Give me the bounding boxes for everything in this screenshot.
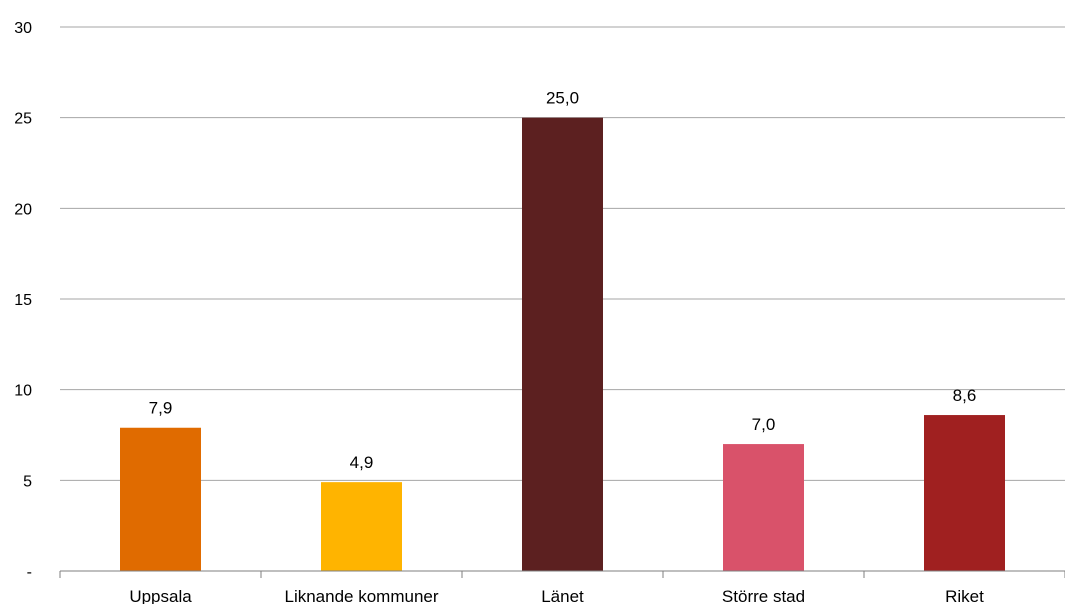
y-tick-label: 10 (14, 383, 32, 400)
bar (321, 482, 402, 571)
y-tick-label: 15 (14, 292, 32, 309)
data-label: 7,0 (752, 415, 776, 434)
x-tick-label: Länet (541, 587, 584, 604)
data-label: 7,9 (149, 399, 173, 418)
y-tick-label: 20 (14, 201, 32, 218)
data-labels: 7,9 4,9 25,0 7,0 8,6 (149, 89, 977, 472)
data-label: 8,6 (953, 386, 977, 405)
x-axis: Uppsala Liknande kommuner Länet Större stad… (59, 570, 1065, 606)
y-axis-ticks: - 5 10 15 20 25 30 (14, 20, 32, 581)
bar (924, 415, 1005, 571)
y-tick-label: 25 (14, 111, 32, 128)
x-tick-label: Riket (945, 587, 984, 604)
x-tick-label: Liknande kommuner (284, 587, 438, 604)
bar (723, 444, 804, 571)
x-tick-label: Större stad (722, 587, 805, 604)
y-tick-label: 30 (14, 20, 32, 37)
bar (120, 427, 201, 571)
data-label: 4,9 (350, 453, 374, 472)
bars (120, 117, 1005, 572)
data-label: 25,0 (546, 89, 579, 108)
y-tick-label: - (27, 564, 32, 581)
bar (522, 117, 603, 572)
x-tick-label: Uppsala (129, 587, 192, 604)
y-tick-label: 5 (23, 473, 32, 490)
